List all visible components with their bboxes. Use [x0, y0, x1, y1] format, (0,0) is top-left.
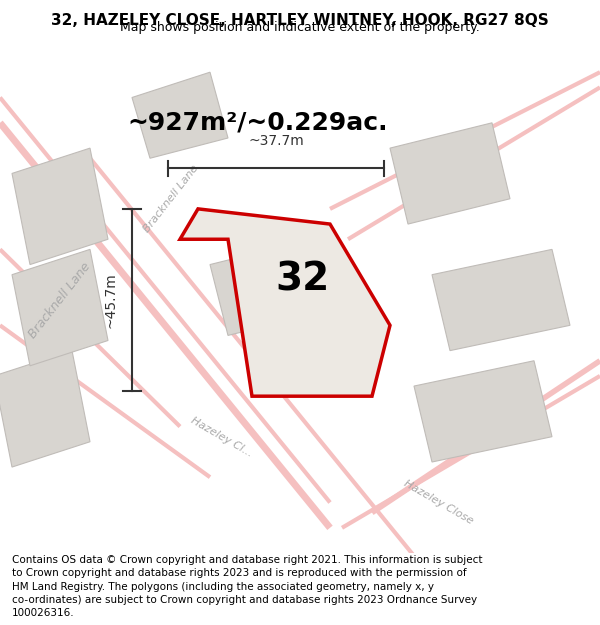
Text: Hazeley Close: Hazeley Close	[401, 479, 475, 526]
Text: 32: 32	[275, 261, 329, 299]
Text: Hazeley Cl...: Hazeley Cl...	[190, 415, 254, 458]
Polygon shape	[414, 361, 552, 462]
Polygon shape	[12, 148, 108, 264]
Text: Map shows position and indicative extent of the property.: Map shows position and indicative extent…	[120, 21, 480, 34]
Text: ~927m²/~0.229ac.: ~927m²/~0.229ac.	[128, 111, 388, 135]
Polygon shape	[132, 72, 228, 158]
Polygon shape	[390, 122, 510, 224]
Polygon shape	[432, 249, 570, 351]
Text: Contains OS data © Crown copyright and database right 2021. This information is : Contains OS data © Crown copyright and d…	[12, 555, 482, 618]
Text: Bracknell Lane: Bracknell Lane	[26, 259, 94, 341]
Polygon shape	[12, 249, 108, 366]
Text: Bracknell Lane: Bracknell Lane	[142, 163, 200, 234]
Text: ~37.7m: ~37.7m	[248, 134, 304, 148]
Text: ~45.7m: ~45.7m	[103, 272, 117, 328]
Polygon shape	[210, 239, 330, 336]
Polygon shape	[180, 209, 390, 396]
Text: 32, HAZELEY CLOSE, HARTLEY WINTNEY, HOOK, RG27 8QS: 32, HAZELEY CLOSE, HARTLEY WINTNEY, HOOK…	[51, 13, 549, 28]
Polygon shape	[0, 351, 90, 467]
